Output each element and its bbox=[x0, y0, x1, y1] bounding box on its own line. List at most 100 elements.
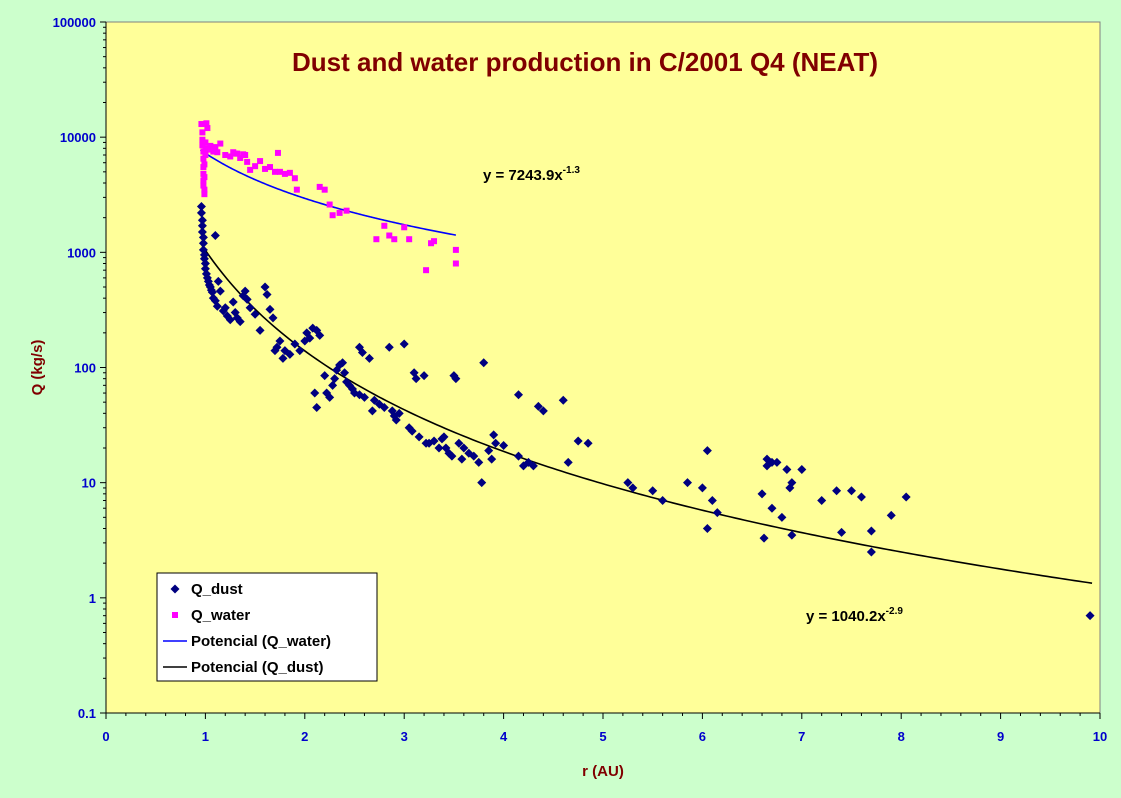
water-point bbox=[423, 267, 430, 274]
water-point bbox=[200, 148, 207, 155]
dust-point bbox=[1085, 611, 1095, 621]
dust-fit-equation: y = 1040.2x-2.9 bbox=[806, 606, 903, 625]
dust-point bbox=[325, 392, 335, 402]
dust-point bbox=[648, 486, 658, 496]
dust-point bbox=[198, 238, 208, 248]
dust-point bbox=[837, 527, 847, 537]
water-point bbox=[200, 182, 207, 189]
y-tick-label: 100 bbox=[74, 361, 96, 376]
x-tick-label: 8 bbox=[898, 729, 905, 744]
legend-label: Potencial (Q_water) bbox=[191, 633, 331, 650]
dust-point bbox=[573, 436, 583, 446]
x-tick-label: 10 bbox=[1093, 729, 1107, 744]
dust-point bbox=[338, 358, 348, 368]
water-point bbox=[201, 174, 208, 181]
water-point bbox=[373, 236, 380, 243]
y-axis-label: Q (kg/s) bbox=[29, 340, 46, 396]
dust-point bbox=[278, 353, 288, 363]
water-point bbox=[252, 163, 259, 170]
dust-point bbox=[797, 465, 807, 475]
dust-point bbox=[782, 465, 792, 475]
dust-point bbox=[489, 430, 499, 440]
dust-point bbox=[272, 342, 282, 352]
legend-box bbox=[156, 572, 378, 682]
dust-point bbox=[847, 486, 856, 496]
dust-point bbox=[772, 457, 782, 467]
dust-point bbox=[328, 380, 338, 390]
dust-point bbox=[479, 358, 489, 368]
dust-point bbox=[759, 533, 769, 543]
water-point bbox=[431, 238, 438, 245]
water-point bbox=[201, 191, 208, 198]
dust-point bbox=[290, 339, 300, 349]
x-tick-label: 2 bbox=[301, 729, 308, 744]
dust-point bbox=[832, 486, 842, 496]
dust-point bbox=[340, 368, 350, 378]
legend-dust-marker bbox=[170, 584, 180, 594]
dust-point bbox=[411, 374, 421, 384]
dust-point bbox=[901, 492, 911, 502]
dust-point bbox=[379, 402, 389, 412]
dust-point bbox=[240, 286, 250, 296]
water-point bbox=[271, 168, 278, 175]
water-point bbox=[201, 161, 208, 168]
dust-point bbox=[533, 401, 543, 411]
dust-point bbox=[419, 371, 429, 381]
water-point bbox=[316, 183, 323, 190]
chart-title: Dust and water production in C/2001 Q4 (… bbox=[292, 47, 878, 77]
dust-point bbox=[245, 303, 255, 313]
water-point bbox=[200, 155, 207, 162]
dust-point bbox=[514, 451, 524, 461]
dust-point bbox=[457, 454, 467, 464]
water-fit-equation: y = 7243.9x-1.3 bbox=[483, 165, 580, 184]
x-tick-label: 4 bbox=[500, 729, 508, 744]
dust-point bbox=[213, 276, 223, 286]
x-tick-label: 0 bbox=[102, 729, 109, 744]
water-point bbox=[204, 125, 211, 132]
dust-point bbox=[702, 523, 712, 533]
x-tick-label: 3 bbox=[401, 729, 408, 744]
x-tick-label: 5 bbox=[599, 729, 606, 744]
water-point bbox=[281, 170, 288, 177]
dust-point bbox=[197, 215, 207, 225]
dust-point bbox=[200, 258, 210, 268]
dust-point bbox=[312, 402, 322, 412]
dust-point bbox=[357, 347, 367, 357]
dust-point bbox=[228, 297, 238, 307]
dust-point bbox=[469, 451, 479, 461]
dust-point bbox=[767, 503, 777, 513]
water-point bbox=[217, 140, 224, 147]
dust-point bbox=[394, 408, 404, 418]
water-point bbox=[205, 146, 212, 153]
dust-point bbox=[242, 294, 252, 304]
axes: 0 1 2 3 4 5 6 7 8 9 10 0.1 1 10 100 1000 10000 100000 bbox=[53, 15, 1108, 744]
water-point bbox=[291, 175, 298, 182]
dust-point bbox=[225, 315, 235, 325]
legend-label: Potencial (Q_dust) bbox=[191, 659, 324, 676]
water-point bbox=[286, 169, 293, 176]
water-equation-exponent: -1.3 bbox=[563, 165, 581, 176]
dust-point bbox=[767, 457, 777, 467]
y-tick-label: 10 bbox=[82, 476, 96, 491]
water-point bbox=[257, 158, 264, 165]
water-point bbox=[202, 152, 209, 159]
dust-point bbox=[697, 483, 707, 493]
water-point bbox=[207, 142, 214, 149]
y-tick-label: 0.1 bbox=[78, 706, 96, 721]
dust-point bbox=[196, 202, 206, 212]
dust-point bbox=[359, 392, 369, 402]
dust-point bbox=[528, 461, 538, 471]
dust-point bbox=[538, 406, 548, 416]
dust-point bbox=[447, 451, 457, 461]
dust-point bbox=[391, 415, 401, 425]
dust-point bbox=[702, 446, 712, 456]
dust-point bbox=[220, 303, 230, 313]
legend-water-marker bbox=[172, 612, 178, 618]
dust-point bbox=[707, 496, 717, 506]
dust-point bbox=[484, 446, 494, 456]
dust-point bbox=[310, 388, 320, 398]
dust-point bbox=[255, 325, 265, 335]
y-tick-label: 10000 bbox=[60, 130, 96, 145]
